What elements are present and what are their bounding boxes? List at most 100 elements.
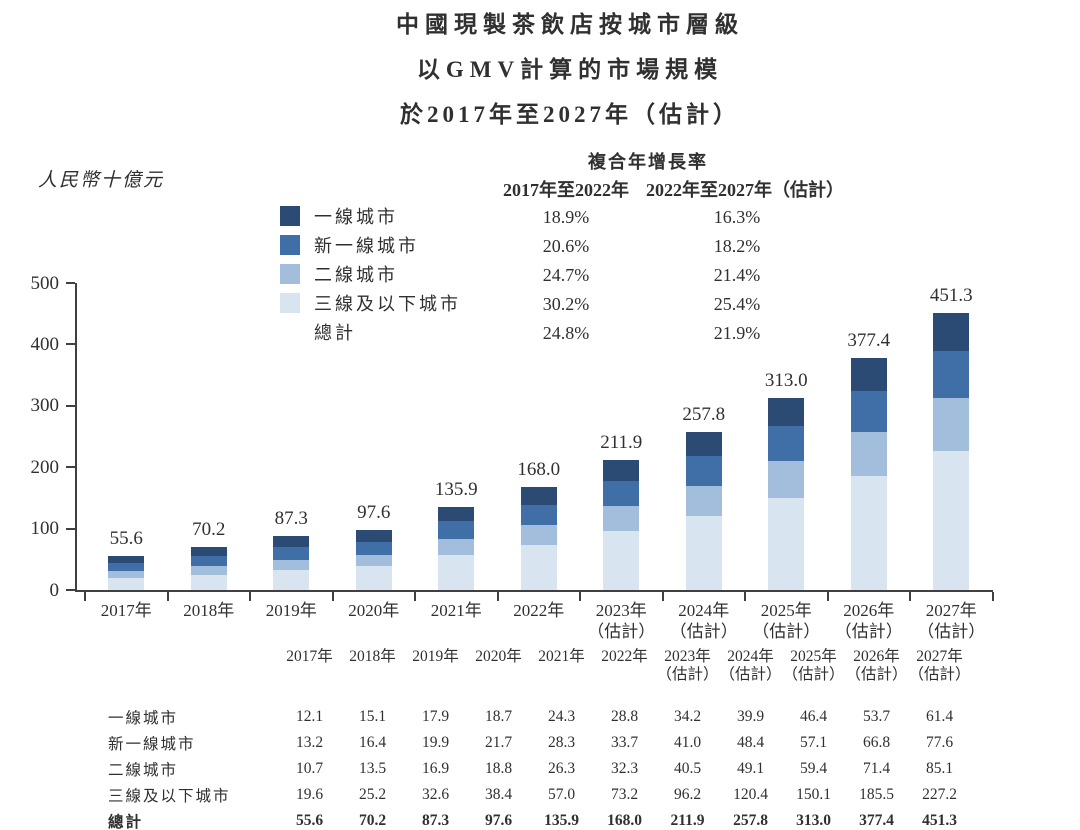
table-cell: 17.9 — [421, 708, 450, 725]
x-axis-tick — [331, 592, 334, 601]
bar-segment — [768, 497, 805, 590]
bar-segment — [108, 563, 145, 572]
table-header-year: 2018年 — [349, 648, 396, 665]
table-cell: 18.8 — [484, 760, 513, 777]
table-cell: 57.0 — [547, 786, 576, 803]
legend-cagr-row: 新一線城市 20.6% 18.2% — [280, 233, 850, 262]
cagr-value-2017-2022: 18.9% — [542, 207, 590, 227]
x-axis-label-year: 2023年 — [595, 601, 647, 620]
y-axis-tick — [66, 282, 75, 284]
table-cell: 19.6 — [295, 786, 324, 803]
bar-segment — [108, 555, 145, 564]
y-axis-tick-label: 300 — [30, 395, 60, 417]
bar-segment — [190, 574, 227, 590]
x-axis-label-note: （估計） — [917, 622, 986, 641]
legend-swatch-icon — [280, 206, 300, 226]
table-cell: 41.0 — [673, 734, 702, 751]
table-cell: 33.7 — [610, 734, 639, 751]
x-axis-label-year: 2025年 — [760, 601, 812, 620]
table-cell: 13.5 — [358, 760, 387, 777]
bar-total-label: 211.9 — [600, 431, 643, 453]
x-axis-tick — [496, 592, 499, 601]
x-axis-label-year: 2021年 — [430, 601, 482, 620]
table-cell: 53.7 — [862, 708, 891, 725]
x-axis-tick — [414, 592, 416, 601]
bar-total-label: 257.8 — [682, 403, 726, 425]
table-cell: 135.9 — [544, 812, 579, 829]
bar-segment — [438, 521, 475, 539]
x-axis-label-year: 2024年 — [678, 601, 730, 620]
chart-title-line3: 於2017年至2027年（估計） — [400, 102, 740, 127]
table-cell: 377.4 — [859, 812, 894, 829]
table-cell: 28.3 — [547, 734, 576, 751]
table-cell: 313.0 — [796, 812, 831, 829]
table-cell: 73.2 — [610, 786, 639, 803]
table-header-cell: 2021年 — [530, 648, 593, 704]
y-axis-tick — [66, 404, 75, 407]
table-cell: 150.1 — [796, 786, 831, 803]
y-axis-tick-label: 500 — [30, 272, 60, 294]
bar-segment — [850, 432, 887, 477]
table-row: 三線及以下城市 19.6 25.2 32.6 38.4 57.0 73.2 96.2 120.4… — [108, 782, 971, 808]
bar-total-label: 451.3 — [929, 284, 973, 306]
legend-swatch-icon — [280, 235, 300, 255]
bar-segment — [603, 480, 640, 507]
y-axis-unit-label: 人民幣十億元 — [38, 170, 165, 191]
cagr-value-2022-2027: 21.4% — [713, 265, 761, 285]
table-cell: 16.4 — [358, 734, 387, 751]
table-header-year: 2022年 — [601, 648, 648, 665]
bar-segment — [768, 397, 805, 427]
bar-segment — [768, 426, 805, 462]
bar-segment — [355, 566, 392, 590]
bar-segment — [603, 506, 640, 531]
x-axis-tick — [744, 592, 746, 601]
bar-segment — [685, 516, 722, 590]
x-axis-tick — [991, 592, 994, 601]
legend-cagr-rows: 一線城市 18.9% 16.3% 新一線城市 20.6% 18.2% 二線城市 24.7% 21… — [280, 204, 850, 349]
bar-segment — [520, 504, 557, 526]
x-axis-label: 2026年 （估計） — [827, 600, 910, 642]
chart-title-line2: 以GMV計算的市場規模 — [416, 57, 724, 82]
table-row-label: 二線城市 — [108, 762, 179, 779]
table-cell: 257.8 — [733, 812, 768, 829]
x-axis-label-note: （估計） — [587, 622, 656, 641]
bar-segment — [850, 358, 887, 392]
table-head: 2017年 2018年 2019年 2020年 2021年 2022年 2023年 （估計） 2… — [108, 648, 971, 704]
table-cell: 24.3 — [547, 708, 576, 725]
table-header-cell: 2023年 （估計） — [656, 648, 719, 704]
legend-swatch-icon — [280, 293, 300, 313]
table-row-totals: 總計 55.6 70.2 87.3 97.6 135.9 168.0 211.9 257.8 31… — [108, 808, 971, 830]
cagr-value-2017-2022: 30.2% — [542, 294, 590, 314]
table-row: 二線城市 10.7 13.5 16.9 18.8 26.3 32.3 40.5 49.1 59.4… — [108, 756, 971, 782]
table-cell: 87.3 — [421, 812, 450, 829]
y-axis-tick — [66, 343, 75, 346]
table-header-row: 2017年 2018年 2019年 2020年 2021年 2022年 2023年 （估計） 2… — [108, 648, 971, 704]
table-cell: 49.1 — [736, 760, 765, 777]
legend-cagr-row: 三線及以下城市 30.2% 25.4% — [280, 291, 850, 320]
legend-label: 總計 — [314, 323, 356, 343]
x-axis-tick — [579, 592, 581, 601]
bar-total-label: 377.4 — [847, 330, 891, 352]
table-cell: 32.6 — [421, 786, 450, 803]
bar-segment — [355, 541, 392, 555]
bar-segment — [520, 545, 557, 590]
x-axis-label: 2019年 — [250, 600, 333, 621]
bar-segment — [355, 530, 392, 542]
chart-plot: 0 100 200 300 400 500 55.6 2017年 70.2 2018年 87.3 20… — [31, 274, 994, 641]
table-header-year: 2021年 — [538, 648, 585, 665]
legend-cagr-row: 總計 24.8% 21.9% — [280, 320, 850, 349]
data-table: 2017年 2018年 2019年 2020年 2021年 2022年 2023年 （估計） 2… — [108, 648, 971, 830]
legend-label: 新一線城市 — [314, 236, 419, 256]
x-axis-tick — [84, 592, 86, 601]
cagr-header: 複合年增長率 — [588, 152, 708, 172]
cagr-value-2017-2022: 24.7% — [542, 265, 590, 285]
table-header-cell: 2017年 — [278, 648, 341, 704]
table-header-year: 2027年 — [916, 648, 963, 665]
x-axis-label: 2027年 （估計） — [910, 600, 993, 642]
bar-segment — [933, 398, 970, 451]
chart-title-line1: 中國現製茶飲店按城市層級 — [396, 12, 744, 37]
bar-total-label: 313.0 — [764, 369, 808, 391]
x-axis-label: 2023年 （估計） — [580, 600, 663, 642]
x-axis-label-year: 2026年 — [843, 601, 895, 620]
bar-segment — [933, 312, 970, 351]
